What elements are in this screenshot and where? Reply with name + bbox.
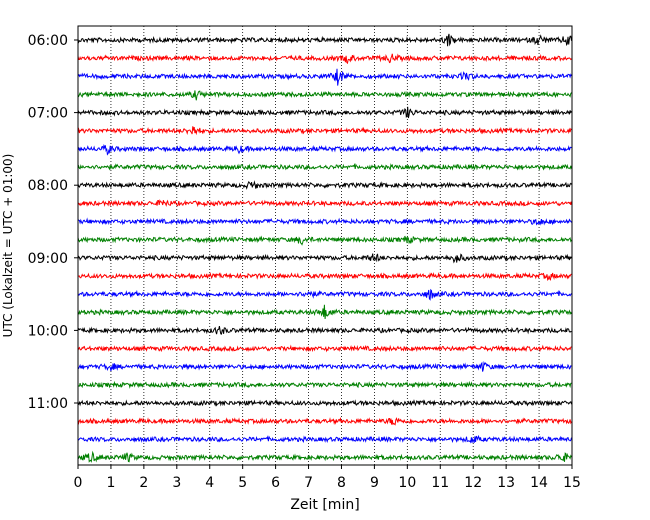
trace-1015: [77, 344, 572, 353]
trace-0815: [78, 199, 572, 208]
trace-0730: [77, 143, 572, 156]
trace-1030: [77, 360, 572, 372]
x-tick-label: 14: [530, 475, 548, 491]
y-tick-label: 07:00: [28, 106, 68, 122]
trace-1130: [77, 434, 572, 444]
x-tick-label: 12: [464, 475, 482, 491]
trace-0930: [77, 288, 572, 301]
x-tick-label: 15: [563, 475, 581, 491]
trace-1045: [77, 380, 572, 389]
trace-0645: [77, 90, 572, 101]
x-axis-label: Zeit [min]: [290, 497, 359, 513]
trace-0915: [77, 271, 572, 282]
x-tick-label: 4: [205, 475, 214, 491]
trace-0830: [77, 217, 572, 226]
y-axis-ticks: 06:00 07:00 08:00 09:00 10:00 11:00: [28, 33, 78, 412]
y-tick-label: 09:00: [28, 251, 68, 267]
trace-1145: [77, 450, 572, 463]
trace-0945: [77, 304, 572, 319]
x-tick-label: 8: [337, 475, 346, 491]
trace-0745: [77, 163, 572, 171]
trace-0900: [77, 253, 572, 264]
trace-0615: [77, 53, 572, 65]
x-tick-label: 9: [370, 475, 379, 491]
y-tick-label: 08:00: [28, 178, 68, 194]
x-tick-label: 10: [398, 475, 416, 491]
y-tick-label: 10:00: [28, 323, 68, 339]
vertical-gridlines: [110, 26, 540, 465]
trace-0700: [77, 106, 572, 119]
x-tick-label: 3: [172, 475, 181, 491]
x-tick-label: 1: [106, 475, 115, 491]
seismic-traces: [77, 33, 572, 463]
y-tick-label: 06:00: [28, 33, 68, 49]
y-axis-label: UTC (Lokalzeit = UTC + 01:00): [1, 154, 15, 338]
x-axis-ticks: 0 1 2 3 4 5 6 7 8 9 10 11 12 13 14 15: [74, 465, 581, 491]
plot-frame: [77, 25, 573, 466]
trace-0845: [77, 235, 572, 246]
trace-0600: [77, 33, 572, 47]
trace-0630: [77, 68, 572, 86]
x-tick-label: 7: [304, 475, 313, 491]
x-tick-label: 2: [139, 475, 148, 491]
trace-0715: [77, 126, 572, 136]
trace-0800: [77, 180, 572, 190]
trace-1000: [77, 325, 572, 335]
x-tick-label: 11: [431, 475, 449, 491]
trace-1100: [77, 398, 572, 407]
x-tick-label: 6: [271, 475, 280, 491]
x-tick-label: 5: [238, 475, 247, 491]
trace-1115: [77, 416, 572, 426]
x-tick-label: 13: [497, 475, 515, 491]
y-tick-label: 11:00: [28, 396, 68, 412]
x-tick-label: 0: [74, 475, 83, 491]
